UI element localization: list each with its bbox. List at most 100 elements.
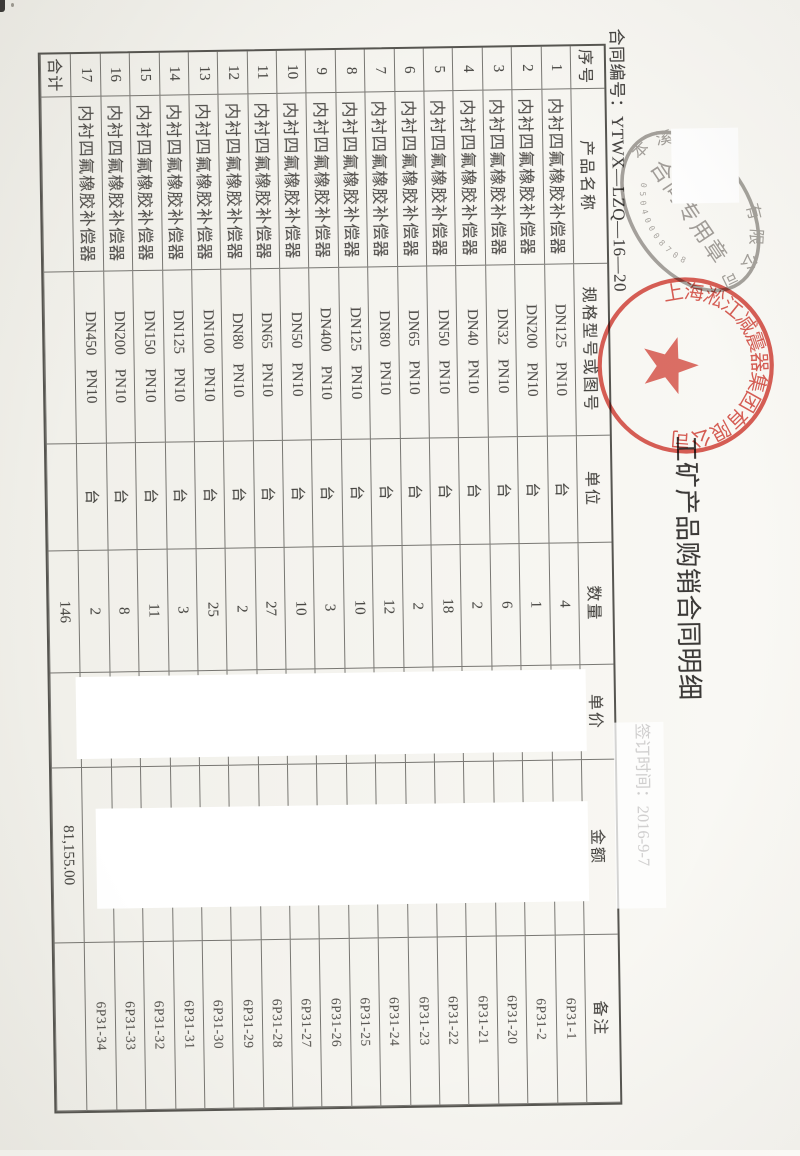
scan-speck-artifact: [11, 3, 14, 7]
row-index-cell: 8: [334, 49, 365, 93]
row-index-cell: 7: [364, 49, 395, 93]
spec-pn: PN10: [494, 358, 511, 394]
row-unit-cell: 台: [105, 443, 137, 551]
total-row-unit: [46, 444, 78, 552]
row-remark-cell: 6P31-27: [289, 939, 322, 1108]
spec-pn: PN10: [464, 359, 482, 394]
row-spec-cell: DN125 PN10: [543, 264, 576, 437]
spec-dn: DN400: [316, 307, 334, 352]
row-qty-cell: 8: [107, 550, 139, 673]
row-index-cell: 9: [305, 49, 336, 94]
spec-pn: PN10: [229, 363, 247, 398]
row-remark-cell: 6P31-20: [495, 936, 528, 1105]
spec-dn: DN125: [346, 306, 364, 352]
spec-pn: PN10: [288, 362, 305, 397]
row-product-cell: 内衬四氟橡胶补偿器: [70, 96, 103, 273]
spec-pn: PN10: [141, 368, 159, 403]
row-remark-cell: 6P31-25: [348, 938, 381, 1107]
spec-dn: DN50: [287, 311, 305, 349]
row-unit-cell: 台: [252, 440, 284, 549]
spec-dn: DN450: [81, 311, 99, 356]
row-qty-cell: 2: [77, 550, 110, 674]
total-row-label: 合计: [40, 54, 71, 98]
spec-pn: PN10: [523, 362, 541, 397]
spec-pn: PN10: [376, 360, 394, 396]
spec-dn: DN200: [522, 304, 540, 349]
row-spec-cell: DN125 PN10: [161, 270, 194, 443]
row-product-cell: 内衬四氟橡胶补偿器: [217, 94, 250, 270]
row-qty-cell: 3: [166, 549, 198, 672]
spec-pn: PN10: [552, 361, 570, 397]
row-qty-cell: 10: [342, 546, 374, 669]
row-unit-cell: 台: [164, 442, 196, 550]
row-unit-cell: 台: [193, 441, 225, 550]
row-qty-cell: 12: [371, 545, 404, 669]
spec-pn: PN10: [347, 365, 364, 400]
total-row-remark: [54, 943, 87, 1112]
row-spec-cell: DN150 PN10: [132, 270, 165, 444]
row-remark-cell: 6P31-32: [142, 941, 175, 1111]
spec-pn: PN10: [405, 360, 423, 395]
header-cell-product: 产品名称: [570, 88, 608, 265]
spec-pn: PN10: [435, 359, 452, 395]
row-index-cell: 17: [70, 53, 101, 98]
total-row-spec: [43, 272, 77, 445]
spec-dn: DN65: [405, 309, 422, 347]
row-remark-cell: 6P31-24: [377, 937, 410, 1107]
row-remark-cell: 6P31-22: [436, 937, 469, 1106]
row-remark-cell: 6P31-29: [231, 940, 264, 1109]
row-spec-cell: DN50 PN10: [279, 268, 312, 441]
row-spec-cell: DN100 PN10: [191, 269, 224, 443]
spec-pn: PN10: [112, 368, 129, 404]
redaction-box-unit-price: [75, 669, 587, 760]
row-remark-cell: 6P31-30: [201, 940, 234, 1110]
spec-pn: PN10: [170, 367, 188, 403]
row-product-cell: 内衬四氟橡胶补偿器: [541, 89, 574, 265]
row-unit-cell: 台: [135, 442, 167, 551]
row-qty-cell: 3: [313, 546, 345, 670]
redaction-box-amount: [95, 801, 590, 909]
red-company-stamp: 上海淞江减震器集团有限公司: [597, 277, 774, 454]
row-index-cell: 11: [246, 50, 277, 95]
row-unit-cell: 台: [487, 437, 519, 545]
header-cell-remark: 备注: [583, 934, 621, 1104]
row-product-cell: 内衬四氟橡胶补偿器: [247, 93, 280, 270]
row-qty-cell: 18: [430, 545, 462, 668]
row-product-cell: 内衬四氟橡胶补偿器: [188, 94, 221, 271]
row-index-cell: 13: [187, 51, 218, 96]
row-qty-cell: 27: [254, 547, 286, 671]
row-index-cell: 15: [128, 52, 159, 97]
spec-dn: DN80: [228, 312, 246, 350]
row-index-cell: 3: [481, 47, 512, 91]
row-spec-cell: DN125 PN10: [338, 267, 371, 440]
spec-pn: PN10: [200, 367, 217, 402]
row-unit-cell: 台: [76, 443, 108, 552]
spec-dn: DN100: [199, 309, 217, 354]
row-remark-cell: 6P31-31: [172, 941, 205, 1110]
row-spec-cell: DN450 PN10: [73, 271, 106, 445]
row-product-cell: 内衬四氟橡胶补偿器: [423, 91, 456, 267]
spec-dn: DN32: [493, 308, 510, 346]
row-unit-cell: 台: [517, 436, 549, 545]
spec-dn: DN50: [434, 309, 452, 347]
row-index-cell: 12: [217, 51, 248, 95]
row-qty-cell: 2: [459, 544, 492, 668]
row-remark-cell: 6P31-34: [84, 942, 117, 1111]
spec-dn: DN40: [463, 308, 481, 346]
header-cell-index: 序号: [569, 45, 605, 90]
total-row-amount: 81,155.00: [51, 768, 85, 944]
spec-dn: DN200: [111, 310, 128, 355]
row-remark-cell: 6P31-33: [113, 942, 146, 1111]
row-qty-cell: 2: [224, 548, 257, 671]
row-index-cell: 1: [540, 46, 571, 90]
row-spec-cell: DN32 PN10: [484, 265, 518, 438]
row-qty-cell: 2: [401, 545, 433, 668]
row-unit-cell: 台: [223, 441, 255, 549]
row-product-cell: 内衬四氟橡胶补偿器: [452, 90, 485, 267]
row-unit-cell: 台: [428, 438, 460, 546]
row-qty-cell: 1: [518, 543, 551, 667]
row-remark-cell: 6P31-21: [466, 936, 499, 1105]
row-remark-cell: 6P31-26: [319, 938, 352, 1108]
